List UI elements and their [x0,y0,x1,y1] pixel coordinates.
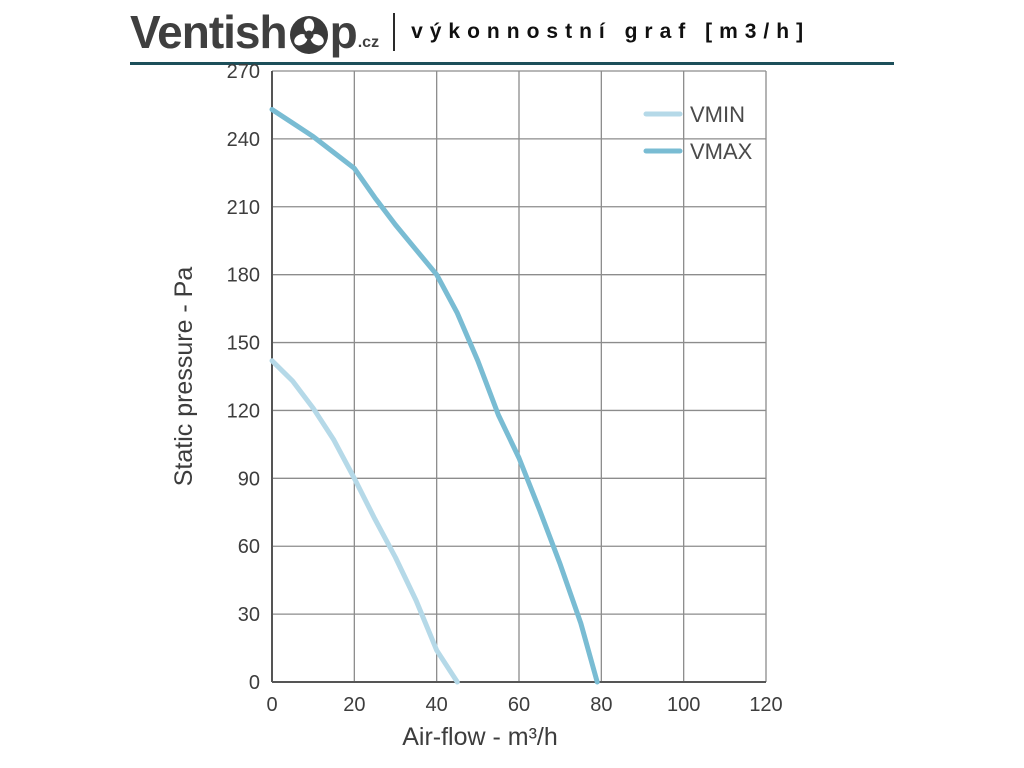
y-tick-label: 60 [238,536,260,558]
page-title: výkonnostní graf [m3/h] [411,20,811,43]
y-tick-label: 210 [227,197,260,219]
x-tick-label: 80 [590,694,612,716]
x-tick-label: 0 [266,694,277,716]
header-rule [130,62,894,65]
logo-tld: .cz [357,34,380,51]
y-tick-label: 90 [238,468,260,490]
y-tick-label: 30 [238,604,260,626]
y-tick-label: 180 [227,265,260,287]
legend-label-vmax: VMAX [690,139,753,164]
x-tick-label: 100 [667,694,700,716]
y-axis-title: Static pressure - Pa [170,267,198,487]
ventishop-logo[interactable]: Ventish p .cz [130,6,379,58]
header-divider [393,13,396,51]
x-tick-label: 20 [343,694,365,716]
x-tick-label: 40 [426,694,448,716]
x-tick-label: 60 [508,694,530,716]
x-tick-label: 120 [749,694,782,716]
y-tick-label: 240 [227,129,260,151]
y-tick-label: 120 [227,400,260,422]
header: Ventish p .cz výkonnostní graf [m3/h] [130,6,810,58]
x-axis-title: Air-flow - m³/h [402,723,558,751]
series-vmin [269,358,460,685]
legend-label-vmin: VMIN [690,102,745,127]
y-tick-label: 0 [249,672,260,694]
logo-text-prefix: Ventish [130,6,288,58]
fan-icon [289,15,329,55]
series-vmax [269,107,600,685]
logo-text-suffix: p [329,6,358,58]
y-tick-label: 270 [227,61,260,83]
y-tick-label: 150 [227,333,260,355]
